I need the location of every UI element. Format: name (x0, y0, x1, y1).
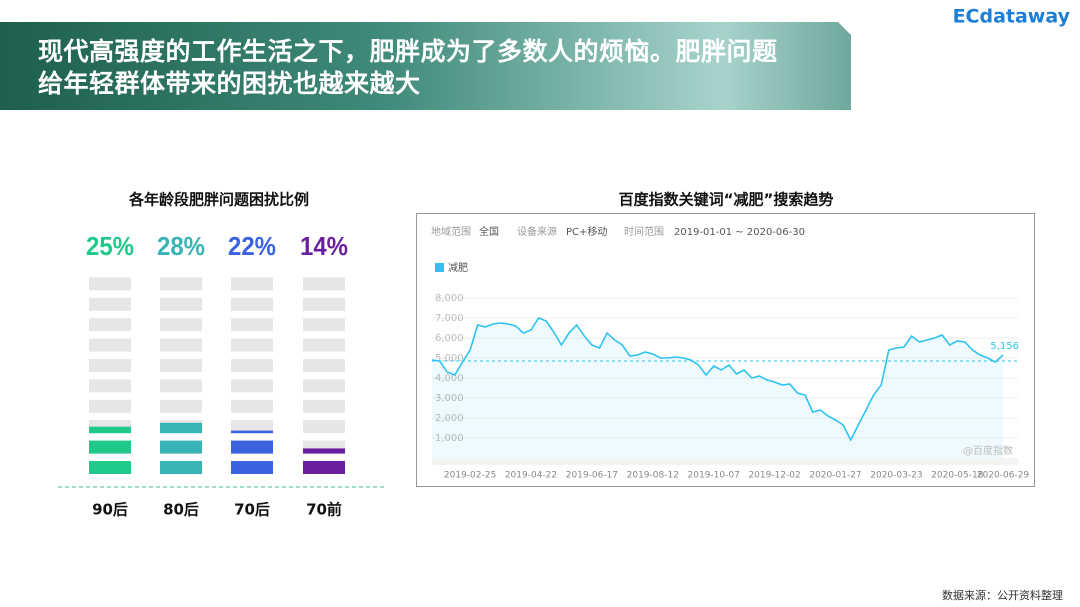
x-tick-label: 2020-01-27 (809, 471, 861, 481)
cell-fill (160, 440, 202, 454)
x-tick-label: 2020-05-18 (931, 471, 984, 481)
cell-fill (89, 461, 131, 474)
category-label: 70前 (306, 501, 342, 519)
cell-background (231, 277, 273, 291)
x-tick-label: 2019-04-22 (505, 471, 557, 481)
cell-background (303, 277, 345, 291)
x-tick-label: 2019-02-25 (444, 471, 496, 481)
chart-title: 各年龄段肥胖问题困扰比例 (128, 191, 309, 209)
category-label: 70后 (234, 501, 270, 519)
y-tick-label: 2,000 (435, 413, 464, 424)
line (431, 317, 1004, 442)
slide-title: 现代高强度的工作生活之下，肥胖成为了多数人的烦恼。肥胖问题给年轻群体带来的困扰也… (38, 37, 778, 98)
x-tick-label: 2019-10-07 (688, 471, 740, 481)
chart-title: 百度指数关键词“减肥”搜索趋势 (619, 191, 834, 209)
cell-background (160, 379, 202, 393)
filter-value: 2019-01-01 ~ 2020-06-30 (674, 227, 805, 238)
filter-label: 时间范围 (624, 225, 664, 238)
x-tick-label: 2019-06-17 (566, 471, 618, 481)
legend-label: 减肥 (448, 262, 468, 274)
cell-background (89, 277, 131, 291)
cell-background (231, 379, 273, 393)
cell-background (231, 420, 273, 434)
cell-background (231, 338, 273, 352)
filter-value: PC+移动 (566, 225, 607, 238)
cell-background (231, 318, 273, 332)
cell-background (303, 338, 345, 352)
cell-background (303, 379, 345, 393)
cell-background (231, 399, 273, 413)
legend-swatch (435, 263, 444, 272)
cell-background (160, 297, 202, 311)
value-label: 14% (300, 231, 348, 261)
cell-background (303, 297, 345, 311)
cell-fill (231, 461, 273, 474)
cell-background (89, 359, 131, 372)
cell-fill (303, 448, 345, 454)
filter-label: 地域范围 (431, 225, 471, 238)
cell-fill (160, 422, 202, 434)
cell-background (89, 399, 131, 413)
cell-background (303, 420, 345, 434)
cell-fill (303, 461, 345, 474)
cell-background (231, 359, 273, 372)
chart-frame (416, 213, 1035, 487)
y-tick-label: 1,000 (435, 433, 464, 444)
cell-background (89, 379, 131, 393)
y-tick-label: 3,000 (435, 393, 464, 404)
plot-footer (432, 458, 1018, 465)
y-tick-label: 8,000 (435, 293, 464, 304)
y-tick-label: 5,000 (435, 353, 464, 364)
cell-background (160, 399, 202, 413)
watermark: @百度指数 (963, 444, 1013, 457)
x-tick-label: 2020-06-29 (977, 471, 1030, 481)
cell-background (303, 399, 345, 413)
value-label: 5,156 (990, 341, 1019, 352)
cell-fill (89, 440, 131, 454)
filter-value: 全国 (479, 225, 499, 238)
y-tick-label: 7,000 (435, 313, 464, 324)
category-label: 80后 (163, 501, 199, 519)
logo: ECdataway (953, 6, 1071, 28)
value-label: 25% (86, 231, 134, 261)
cell-fill (231, 440, 273, 454)
cell-background (303, 359, 345, 372)
category-label: 90后 (92, 501, 128, 519)
x-tick-label: 2020-03-23 (870, 471, 922, 481)
source-note: 数据来源：公开资料整理 (942, 588, 1063, 602)
cell-fill (231, 430, 273, 434)
cell-fill (160, 461, 202, 474)
filter-label: 设备来源 (517, 225, 557, 238)
value-label: 28% (157, 231, 205, 261)
cell-background (160, 359, 202, 372)
cell-background (303, 318, 345, 332)
y-tick-label: 4,000 (435, 373, 464, 384)
title-banner (0, 22, 851, 110)
y-tick-label: 6,000 (435, 333, 464, 344)
cell-fill (89, 426, 131, 434)
cell-background (160, 318, 202, 332)
cell-background (89, 297, 131, 311)
area (432, 318, 1003, 458)
cell-background (231, 297, 273, 311)
cell-background (160, 338, 202, 352)
x-tick-label: 2019-08-12 (627, 471, 679, 481)
cell-background (89, 318, 131, 332)
cell-background (160, 277, 202, 291)
x-tick-label: 2019-12-02 (748, 471, 800, 481)
cell-background (89, 338, 131, 352)
value-label: 22% (228, 231, 276, 261)
